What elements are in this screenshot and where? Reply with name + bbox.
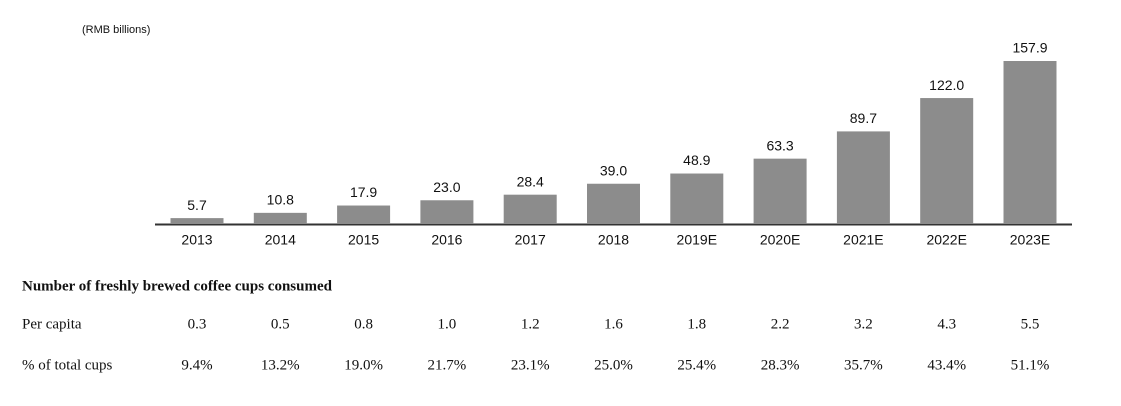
table-cell: 51.1% [1011, 357, 1050, 373]
table-cell: 25.4% [677, 357, 716, 373]
table-cell: 0.3 [188, 316, 207, 332]
bar [920, 98, 974, 224]
x-tick-label: 2015 [348, 232, 379, 248]
value-label: 28.4 [517, 173, 544, 189]
table-cell: 19.0% [344, 357, 383, 373]
bar [670, 173, 724, 224]
bar [503, 194, 557, 224]
value-label: 63.3 [766, 137, 793, 153]
value-label: 89.7 [850, 110, 877, 126]
table-cell: 3.2 [854, 316, 873, 332]
table-cell: 2.2 [771, 316, 790, 332]
table-title: Number of freshly brewed coffee cups con… [22, 278, 333, 294]
value-label: 122.0 [929, 77, 964, 93]
x-tick-label: 2023E [1010, 232, 1050, 248]
table-cell: 9.4% [181, 357, 212, 373]
table-cell: 21.7% [428, 357, 467, 373]
row-label: % of total cups [22, 357, 113, 373]
bar [1003, 61, 1057, 224]
bar [253, 212, 307, 224]
table-cell: 1.2 [521, 316, 540, 332]
table-cell: 35.7% [844, 357, 883, 373]
value-label: 17.9 [350, 184, 377, 200]
table-cell: 0.5 [271, 316, 290, 332]
bar [337, 205, 391, 224]
table-cell: 43.4% [927, 357, 966, 373]
table-cell: 25.0% [594, 357, 633, 373]
bar [420, 200, 474, 224]
x-tick-label: 2021E [843, 232, 883, 248]
table-cell: 1.8 [687, 316, 706, 332]
x-tick-label: 2018 [598, 232, 629, 248]
x-tick-label: 2014 [265, 232, 296, 248]
x-tick-label: 2016 [431, 232, 462, 248]
table-cell: 1.0 [438, 316, 457, 332]
x-tick-label: 2020E [760, 232, 800, 248]
row-label: Per capita [22, 316, 82, 332]
value-label: 10.8 [267, 192, 294, 208]
table-cell: 13.2% [261, 357, 300, 373]
table-cell: 28.3% [761, 357, 800, 373]
x-tick-label: 2019E [677, 232, 717, 248]
bar [170, 218, 224, 224]
value-label: 157.9 [1012, 40, 1047, 56]
unit-label: (RMB billions) [82, 24, 150, 36]
value-label: 5.7 [187, 197, 207, 213]
x-tick-label: 2022E [926, 232, 966, 248]
table-cell: 5.5 [1021, 316, 1040, 332]
x-tick-label: 2013 [181, 232, 212, 248]
bar [753, 158, 807, 224]
bar [836, 131, 890, 224]
table-cell: 1.6 [604, 316, 623, 332]
value-label: 48.9 [683, 152, 710, 168]
bar [587, 183, 640, 224]
value-label: 23.0 [433, 179, 460, 195]
table-cell: 23.1% [511, 357, 550, 373]
table-cell: 0.8 [354, 316, 373, 332]
x-tick-label: 2017 [515, 232, 546, 248]
value-label: 39.0 [600, 162, 627, 178]
table-cell: 4.3 [937, 316, 956, 332]
